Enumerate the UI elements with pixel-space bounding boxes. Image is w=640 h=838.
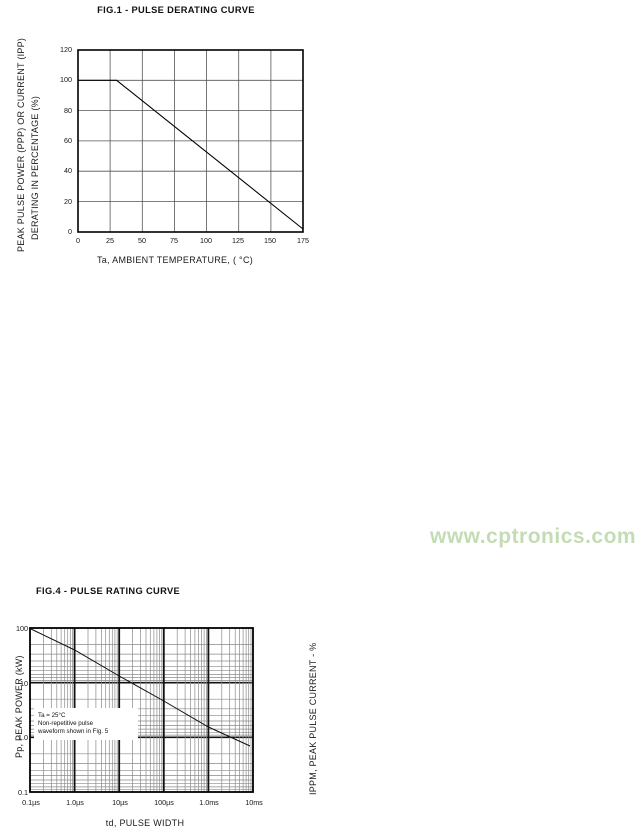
figure-1-ytick-20: 20 — [64, 197, 72, 206]
figure-1-ytick-100: 100 — [60, 75, 72, 84]
figure-2-panel: FIG.2 - MAXIMUM NON-REPETITIVE SURGE CUR… — [320, 0, 640, 280]
figure-5-panel: FIG.5 - PULSE WAVEFORM — [320, 280, 640, 558]
figure-1-xtick-175: 175 — [297, 236, 309, 245]
figure-1-plot — [77, 49, 304, 233]
figure-1-ytick-60: 60 — [64, 136, 72, 145]
figure-1-ytick-120: 120 — [60, 45, 72, 54]
figure-4-xtick-1us: 1.0µs — [66, 798, 84, 807]
figure-4-note: Ta = 25°C Non-repetitive pulse waveform … — [38, 712, 109, 735]
figure-4-plot — [29, 627, 254, 793]
figure-1-ytick-0: 0 — [68, 227, 72, 236]
figure-4-xtick-10us: 10µs — [112, 798, 128, 807]
figure-1-xtick-25: 25 — [106, 236, 114, 245]
figure-1-xtick-0: 0 — [76, 236, 80, 245]
figure-4-panel: FIG.4 - PULSE RATING CURVE Pp, PEAK POWE… — [0, 280, 320, 828]
figure-4-ytick-10: 10 — [20, 679, 28, 688]
figure-1-xtick-50: 50 — [138, 236, 146, 245]
figure-1-panel: FIG.1 - PULSE DERATING CURVE PEAK PULSE … — [0, 0, 320, 280]
figure-1-title: FIG.1 - PULSE DERATING CURVE — [97, 5, 255, 15]
figure-1-xlabel: Ta, AMBIENT TEMPERATURE, ( °C) — [96, 255, 254, 265]
figure-1-ytick-40: 40 — [64, 166, 72, 175]
figure-1-xtick-125: 125 — [232, 236, 244, 245]
figure-4-ytick-0p1: 0.1 — [18, 788, 28, 797]
figure-1-xtick-100: 100 — [200, 236, 212, 245]
figure-1-xtick-75: 75 — [170, 236, 178, 245]
figure-4-xtick-1ms: 1.0ms — [199, 798, 219, 807]
figure-4-ytick-1: 1.0 — [18, 733, 28, 742]
figure-4-xtick-0p1us: 0.1µs — [22, 798, 40, 807]
figure-4-xtick-100us: 100µs — [154, 798, 174, 807]
figure-4-xtick-10ms: 10ms — [245, 798, 263, 807]
figure-1-ytick-80: 80 — [64, 106, 72, 115]
figure-4-xlabel: td, PULSE WIDTH — [105, 818, 185, 828]
figure-1-xtick-150: 150 — [264, 236, 276, 245]
figure-4-ytick-100: 100 — [16, 624, 28, 633]
